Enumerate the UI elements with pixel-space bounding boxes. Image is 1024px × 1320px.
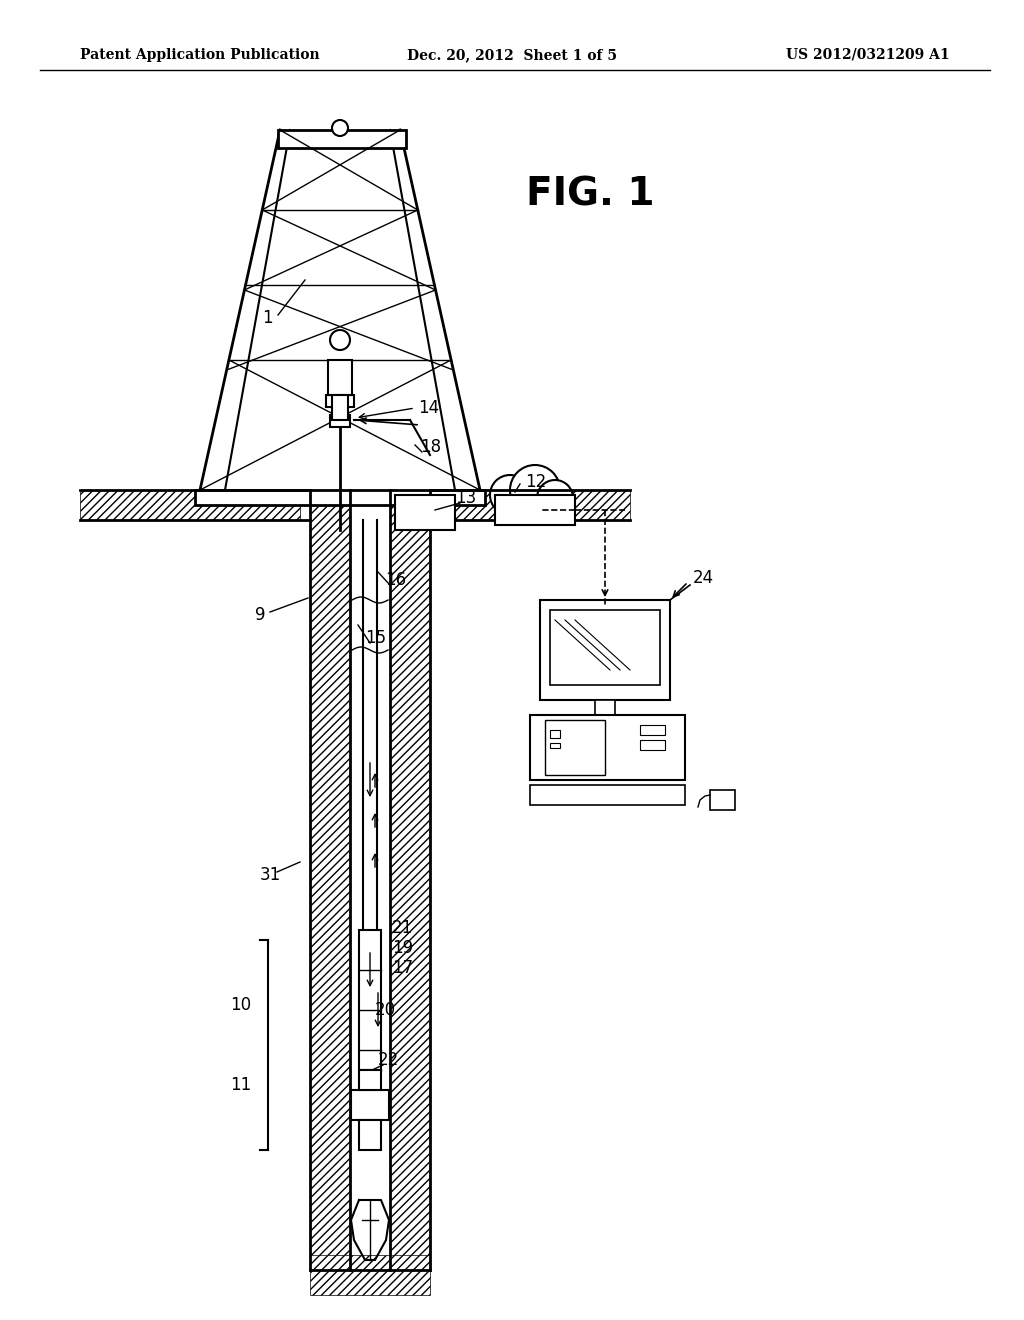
Bar xyxy=(395,495,455,531)
Bar xyxy=(640,725,665,735)
Circle shape xyxy=(490,475,530,515)
Bar xyxy=(195,490,485,506)
Circle shape xyxy=(510,465,560,515)
Text: 1: 1 xyxy=(262,309,272,327)
Bar xyxy=(495,495,575,525)
Bar xyxy=(550,610,660,685)
Bar xyxy=(710,789,735,810)
Text: 20: 20 xyxy=(375,1001,396,1019)
Bar xyxy=(359,1071,381,1090)
Text: 14: 14 xyxy=(418,399,439,417)
Circle shape xyxy=(332,120,348,136)
Bar xyxy=(328,360,352,395)
Text: 16: 16 xyxy=(385,572,407,589)
Text: 11: 11 xyxy=(230,1076,251,1094)
Bar xyxy=(550,743,560,748)
Text: Patent Application Publication: Patent Application Publication xyxy=(80,48,319,62)
Text: Dec. 20, 2012  Sheet 1 of 5: Dec. 20, 2012 Sheet 1 of 5 xyxy=(407,48,617,62)
Bar xyxy=(351,1090,389,1119)
Circle shape xyxy=(537,480,573,516)
Text: 12: 12 xyxy=(525,473,546,491)
Bar xyxy=(278,129,406,148)
Circle shape xyxy=(330,330,350,350)
Text: 24: 24 xyxy=(693,569,714,587)
Bar xyxy=(640,741,665,750)
Text: 9: 9 xyxy=(255,606,265,624)
Bar xyxy=(595,700,615,715)
Text: US 2012/0321209 A1: US 2012/0321209 A1 xyxy=(786,48,950,62)
Bar xyxy=(430,490,630,520)
Bar xyxy=(530,785,685,805)
Bar xyxy=(330,414,350,426)
Bar xyxy=(540,601,670,700)
Bar xyxy=(359,1119,381,1150)
Bar xyxy=(326,395,354,407)
Text: FIG. 1: FIG. 1 xyxy=(525,176,654,214)
Text: 31: 31 xyxy=(260,866,282,884)
Bar xyxy=(530,715,685,780)
Text: 19: 19 xyxy=(392,939,413,957)
Text: 15: 15 xyxy=(365,630,386,647)
Bar xyxy=(359,931,381,1071)
Bar xyxy=(390,490,430,1270)
Text: 21: 21 xyxy=(392,919,414,937)
Bar xyxy=(310,1255,430,1295)
Bar xyxy=(310,490,350,1270)
Bar xyxy=(545,719,605,775)
Text: 22: 22 xyxy=(378,1051,399,1069)
Text: 13: 13 xyxy=(455,488,476,507)
Text: 10: 10 xyxy=(230,997,251,1014)
Bar xyxy=(332,395,348,420)
Text: 17: 17 xyxy=(392,960,413,977)
Bar xyxy=(550,730,560,738)
Text: 18: 18 xyxy=(420,438,441,455)
Bar xyxy=(80,490,300,520)
